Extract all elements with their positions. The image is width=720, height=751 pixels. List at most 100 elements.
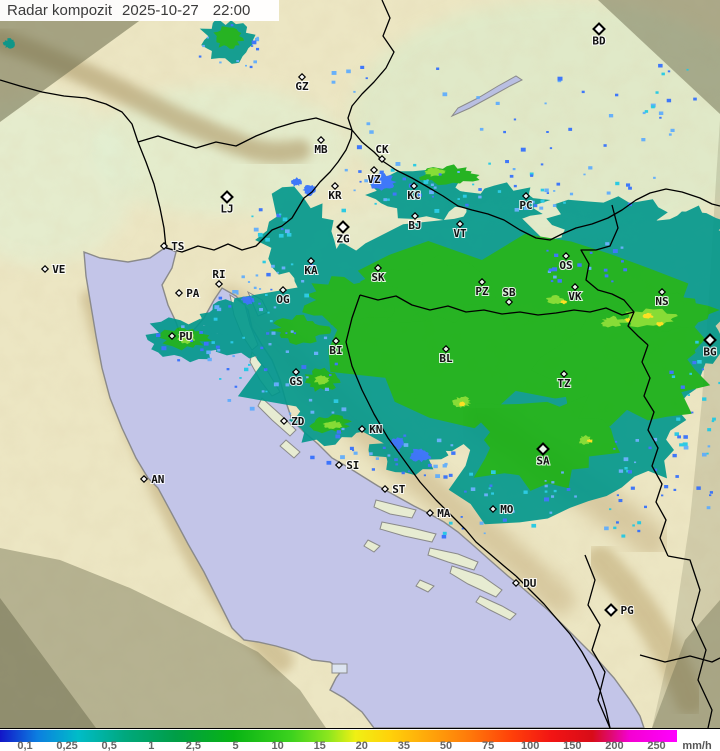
echo-speckle-cluster <box>546 242 628 283</box>
radar-speckle <box>497 190 502 193</box>
radar-speckle <box>204 341 209 346</box>
radar-speckle <box>270 288 273 291</box>
radar-speckle <box>267 311 270 314</box>
intensity-color-scale <box>0 730 677 742</box>
city-PG: PG <box>604 603 635 618</box>
radar-speckle <box>290 330 294 333</box>
city-ZD: ZD <box>279 414 306 429</box>
radar-speckle <box>661 72 665 76</box>
radar-speckle <box>683 435 688 439</box>
radar-map-canvas: VE TS PA PU AN LJ RI OG KA ZG KR MB CK VZ KC BJ VT PC SK PZ… <box>0 0 720 728</box>
radar-speckle <box>276 213 281 218</box>
radar-speckle <box>181 325 185 329</box>
radar-echo-blob <box>368 429 449 476</box>
radar-speckle <box>206 36 209 39</box>
radar-speckle <box>551 481 555 484</box>
city-label: OG <box>276 293 290 306</box>
echo-layer-green <box>158 26 720 491</box>
radar-echo-blob <box>199 299 259 336</box>
radar-speckle <box>276 271 279 274</box>
radar-speckle <box>604 274 609 278</box>
city-marker-icon <box>380 484 390 494</box>
city-PU: PU <box>167 329 194 344</box>
city-marker-icon <box>279 416 289 426</box>
radar-speckle <box>683 445 689 450</box>
city-label: AN <box>151 473 164 486</box>
radar-speckle <box>279 213 282 216</box>
radar-speckle <box>626 183 631 187</box>
city-label: PU <box>179 330 193 343</box>
radar-speckle <box>469 472 473 476</box>
radar-speckle <box>620 246 624 249</box>
radar-speckle <box>630 486 635 490</box>
radar-speckle <box>207 357 212 362</box>
radar-speckle <box>512 168 516 171</box>
radar-speckle <box>403 443 409 447</box>
radar-speckle <box>369 130 374 134</box>
radar-echo-blob <box>302 185 316 197</box>
radar-speckle <box>491 470 496 475</box>
radar-speckle <box>241 275 245 279</box>
radar-speckle <box>244 367 249 372</box>
city-label: BL <box>439 352 453 365</box>
radar-speckle <box>335 434 341 439</box>
legend-tick: 50 <box>439 740 453 751</box>
radar-echo-blob <box>2 38 16 49</box>
echo-speckle-cluster <box>211 305 347 415</box>
map-date: 2025-10-27 <box>122 2 199 19</box>
radar-speckle <box>641 138 646 142</box>
radar-speckle <box>397 449 400 452</box>
radar-speckle <box>552 267 558 272</box>
radar-speckle <box>628 186 632 190</box>
radar-speckle <box>268 343 272 346</box>
radar-speckle <box>658 63 663 68</box>
radar-speckle <box>581 90 585 94</box>
radar-speckle <box>331 80 336 84</box>
echo-speckle-cluster <box>156 325 220 362</box>
radar-speckle <box>540 188 545 192</box>
radar-speckle <box>677 435 681 439</box>
city-label: ST <box>392 483 406 496</box>
radar-speckle <box>200 348 204 352</box>
city-label: MB <box>314 143 328 156</box>
echo-speckle-cluster <box>371 434 456 479</box>
radar-speckle <box>544 188 549 193</box>
city-AN: AN <box>139 472 165 487</box>
radar-speckle <box>423 180 429 184</box>
radar-speckle <box>379 170 384 174</box>
radar-speckle <box>531 200 535 204</box>
radar-speckle <box>661 494 664 497</box>
city-label: NS <box>655 295 668 308</box>
radar-speckle <box>479 127 484 131</box>
radar-speckle <box>605 242 610 246</box>
city-marker-icon <box>425 508 435 518</box>
radar-speckle <box>340 455 345 460</box>
city-label: TS <box>171 240 184 253</box>
legend-tick: 75 <box>481 740 495 751</box>
radar-speckle <box>304 293 310 298</box>
radar-speckle <box>251 215 254 218</box>
city-label: PA <box>186 287 200 300</box>
city-marker-icon <box>40 264 50 274</box>
radar-echo-blob <box>546 196 684 254</box>
radar-speckle <box>308 398 313 402</box>
radar-speckle <box>644 505 647 509</box>
city-marker-icon <box>167 331 177 341</box>
radar-speckle <box>386 198 390 201</box>
radar-speckle <box>177 359 181 362</box>
radar-speckle <box>635 439 639 442</box>
lake-varano <box>331 663 348 674</box>
radar-speckle <box>509 174 514 178</box>
radar-echo-blob <box>389 437 406 450</box>
radar-speckle <box>266 272 271 277</box>
radar-speckle <box>423 474 426 477</box>
radar-speckle <box>403 434 407 437</box>
radar-echo-blob <box>302 276 399 325</box>
radar-speckle <box>626 470 630 473</box>
city-label: BJ <box>408 219 421 232</box>
city-marker-icon <box>139 474 149 484</box>
radar-speckle <box>712 417 716 421</box>
city-marker-icon <box>570 282 580 292</box>
radar-speckle <box>503 130 506 134</box>
radar-speckle <box>309 264 314 268</box>
